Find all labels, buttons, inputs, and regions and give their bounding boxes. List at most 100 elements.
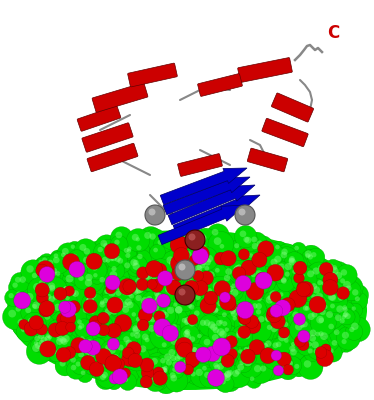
Circle shape bbox=[276, 269, 281, 275]
Circle shape bbox=[245, 315, 259, 328]
Circle shape bbox=[230, 309, 235, 314]
Circle shape bbox=[154, 311, 165, 322]
Circle shape bbox=[192, 347, 197, 352]
Circle shape bbox=[249, 294, 254, 299]
Circle shape bbox=[119, 332, 140, 352]
Circle shape bbox=[263, 321, 280, 338]
Circle shape bbox=[28, 269, 46, 287]
Circle shape bbox=[110, 271, 117, 279]
Circle shape bbox=[42, 290, 60, 308]
Circle shape bbox=[281, 278, 287, 284]
Circle shape bbox=[109, 347, 116, 354]
Circle shape bbox=[108, 262, 125, 280]
Circle shape bbox=[172, 361, 178, 368]
Circle shape bbox=[289, 258, 296, 266]
Circle shape bbox=[323, 272, 338, 287]
FancyBboxPatch shape bbox=[197, 74, 242, 96]
Circle shape bbox=[36, 291, 48, 304]
Circle shape bbox=[66, 275, 73, 282]
Circle shape bbox=[120, 244, 137, 261]
Circle shape bbox=[234, 275, 248, 290]
Circle shape bbox=[214, 308, 218, 312]
Circle shape bbox=[277, 273, 295, 292]
Circle shape bbox=[78, 326, 82, 330]
Circle shape bbox=[86, 249, 111, 275]
Circle shape bbox=[142, 279, 147, 284]
Circle shape bbox=[141, 291, 163, 313]
Circle shape bbox=[194, 268, 217, 291]
Circle shape bbox=[103, 298, 108, 303]
Circle shape bbox=[147, 273, 165, 292]
Circle shape bbox=[199, 315, 221, 336]
Circle shape bbox=[160, 310, 166, 316]
Circle shape bbox=[122, 347, 134, 359]
Circle shape bbox=[160, 376, 167, 383]
Circle shape bbox=[42, 277, 67, 302]
Circle shape bbox=[314, 326, 340, 352]
Circle shape bbox=[294, 261, 307, 275]
Circle shape bbox=[120, 258, 140, 278]
Circle shape bbox=[331, 300, 355, 324]
Circle shape bbox=[104, 250, 108, 255]
Circle shape bbox=[149, 301, 168, 320]
Circle shape bbox=[227, 370, 233, 376]
Circle shape bbox=[155, 292, 162, 299]
Circle shape bbox=[106, 348, 131, 374]
Circle shape bbox=[315, 314, 332, 331]
Circle shape bbox=[14, 292, 31, 309]
Circle shape bbox=[275, 245, 280, 249]
Circle shape bbox=[233, 266, 240, 273]
Circle shape bbox=[191, 371, 196, 376]
Circle shape bbox=[49, 346, 64, 362]
Circle shape bbox=[307, 262, 331, 286]
Circle shape bbox=[71, 244, 75, 249]
Circle shape bbox=[173, 261, 194, 282]
Circle shape bbox=[212, 351, 217, 356]
Circle shape bbox=[74, 271, 92, 290]
Circle shape bbox=[283, 322, 288, 327]
Circle shape bbox=[287, 307, 309, 328]
Circle shape bbox=[86, 318, 103, 335]
Circle shape bbox=[268, 356, 274, 361]
Circle shape bbox=[62, 254, 80, 270]
Circle shape bbox=[238, 310, 253, 325]
Circle shape bbox=[167, 258, 185, 276]
Circle shape bbox=[218, 317, 235, 334]
Circle shape bbox=[301, 302, 317, 318]
Circle shape bbox=[186, 357, 197, 368]
Circle shape bbox=[208, 347, 225, 364]
Circle shape bbox=[239, 319, 246, 326]
Circle shape bbox=[264, 272, 279, 286]
Circle shape bbox=[95, 235, 118, 258]
Circle shape bbox=[230, 239, 247, 256]
Circle shape bbox=[175, 367, 182, 374]
Circle shape bbox=[200, 263, 205, 268]
Circle shape bbox=[66, 298, 83, 315]
Circle shape bbox=[57, 328, 62, 333]
Circle shape bbox=[71, 338, 86, 353]
Circle shape bbox=[207, 329, 229, 351]
Circle shape bbox=[237, 364, 244, 370]
Circle shape bbox=[79, 342, 102, 366]
Circle shape bbox=[239, 313, 251, 324]
Circle shape bbox=[307, 248, 325, 266]
Circle shape bbox=[190, 306, 209, 325]
Circle shape bbox=[178, 325, 201, 348]
Circle shape bbox=[137, 360, 157, 380]
Circle shape bbox=[351, 292, 368, 309]
Circle shape bbox=[76, 362, 81, 366]
Circle shape bbox=[258, 316, 264, 322]
Circle shape bbox=[213, 338, 231, 356]
Circle shape bbox=[323, 304, 327, 309]
Circle shape bbox=[175, 285, 195, 305]
Circle shape bbox=[136, 317, 141, 322]
Circle shape bbox=[181, 300, 186, 306]
Circle shape bbox=[165, 333, 188, 356]
Circle shape bbox=[106, 374, 122, 390]
Circle shape bbox=[84, 248, 90, 254]
Circle shape bbox=[221, 251, 236, 266]
Circle shape bbox=[282, 332, 289, 339]
Circle shape bbox=[285, 263, 292, 270]
Circle shape bbox=[141, 366, 154, 379]
Circle shape bbox=[220, 263, 243, 286]
